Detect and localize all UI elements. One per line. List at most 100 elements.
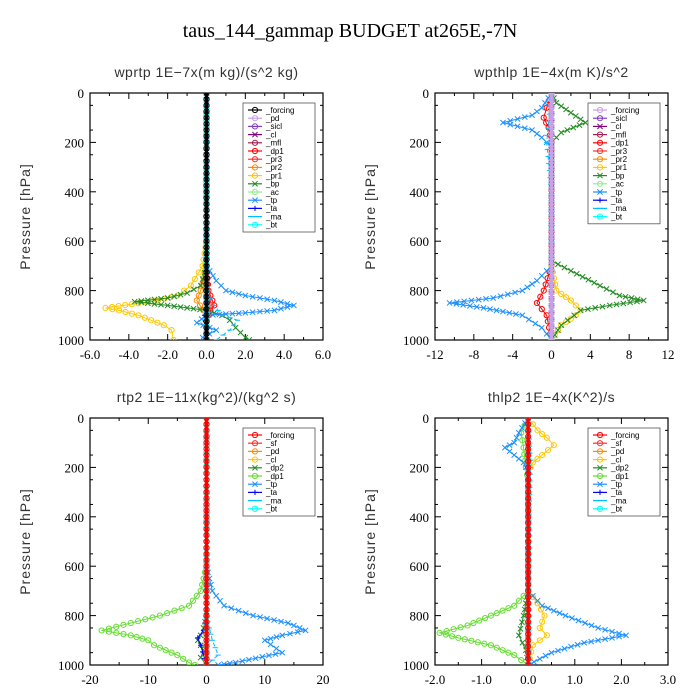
- data-point: [487, 306, 493, 313]
- data-point: [524, 284, 531, 291]
- data-point: [525, 563, 532, 570]
- x-tick-label: 2.0: [613, 672, 629, 687]
- legend-label: _sicl: [610, 114, 627, 123]
- data-point: [548, 316, 555, 323]
- data-point: [588, 638, 595, 645]
- data-point: [525, 476, 532, 483]
- data-point: [525, 464, 532, 471]
- data-point: [164, 302, 171, 309]
- legend-marker: [251, 123, 259, 130]
- data-point: [505, 649, 512, 656]
- data-point: [203, 569, 210, 576]
- data-point: [466, 302, 473, 309]
- data-point: [198, 316, 205, 322]
- legend-marker: [251, 106, 259, 114]
- data-point: [193, 592, 200, 599]
- data-point: [548, 151, 555, 158]
- data-point: [548, 330, 555, 337]
- y-axis-label: Pressure [hPa]: [17, 488, 33, 595]
- data-point: [191, 275, 198, 283]
- data-point: [229, 310, 236, 317]
- data-point: [602, 626, 609, 633]
- data-point: [138, 298, 145, 304]
- legend-label: _mfl: [265, 139, 281, 148]
- data-point: [203, 336, 210, 340]
- legend-label: _pd: [610, 447, 624, 456]
- data-point: [585, 276, 592, 283]
- data-point: [442, 631, 449, 638]
- legend-marker: [251, 156, 259, 163]
- data-point: [545, 605, 551, 612]
- data-point: [542, 652, 549, 659]
- data-point: [627, 299, 634, 306]
- legend-marker: [596, 213, 604, 220]
- legend-marker: [597, 481, 603, 488]
- x-tick-label: 12: [662, 347, 675, 362]
- data-point: [525, 501, 532, 508]
- data-point: [203, 318, 210, 325]
- y-tick-label: 200: [65, 135, 85, 150]
- data-point: [235, 290, 242, 297]
- plot-data: [102, 93, 297, 340]
- data-point: [290, 622, 297, 629]
- x-tick-label: -4.0: [119, 347, 140, 362]
- data-point: [127, 619, 134, 627]
- data-point: [525, 649, 532, 656]
- data-point: [141, 314, 148, 321]
- data-point: [548, 93, 555, 97]
- data-point: [154, 319, 161, 326]
- data-point: [180, 655, 187, 662]
- data-point: [242, 610, 249, 617]
- data-point: [519, 287, 526, 294]
- data-point: [203, 299, 210, 307]
- data-point: [203, 293, 210, 300]
- legend-marker: [251, 472, 259, 480]
- data-point: [203, 532, 210, 539]
- data-point: [226, 660, 233, 665]
- data-point: [548, 268, 555, 275]
- data-point: [548, 192, 555, 200]
- data-point: [203, 556, 210, 564]
- data-point: [525, 569, 532, 576]
- data-point: [548, 179, 555, 186]
- data-point: [515, 632, 522, 639]
- data-point: [595, 624, 602, 631]
- y-tick-label: 400: [410, 185, 430, 200]
- legend-marker: [251, 456, 259, 463]
- data-point: [525, 513, 532, 520]
- data-point: [177, 304, 184, 311]
- legend-marker: [252, 197, 258, 204]
- data-point: [606, 302, 613, 309]
- data-point: [511, 652, 518, 659]
- data-point: [525, 661, 532, 665]
- data-point: [493, 307, 500, 314]
- data-point: [558, 322, 565, 329]
- y-tick-label: 600: [410, 234, 430, 249]
- data-point: [577, 307, 584, 314]
- data-point: [561, 645, 568, 652]
- data-point: [185, 602, 193, 609]
- legend-marker: [252, 481, 258, 488]
- data-point: [483, 295, 489, 302]
- data-point: [534, 455, 541, 462]
- y-tick-label: 800: [65, 609, 85, 624]
- data-point: [525, 544, 532, 551]
- data-point: [582, 620, 589, 626]
- data-point: [558, 103, 565, 110]
- data-point: [562, 294, 570, 301]
- data-point: [245, 656, 252, 663]
- data-point: [446, 299, 453, 306]
- data-point: [279, 632, 286, 639]
- data-point: [203, 476, 210, 483]
- legend-label: _ta: [610, 488, 623, 497]
- legend-marker: [596, 456, 604, 463]
- data-point: [128, 310, 136, 317]
- data-point: [532, 320, 539, 327]
- data-point: [507, 121, 514, 128]
- x-tick-label: -10: [140, 672, 157, 687]
- legend-marker: [597, 172, 603, 179]
- legend-marker: [597, 197, 603, 203]
- legend-marker: [252, 131, 258, 138]
- data-point: [256, 295, 263, 301]
- data-point: [461, 298, 468, 305]
